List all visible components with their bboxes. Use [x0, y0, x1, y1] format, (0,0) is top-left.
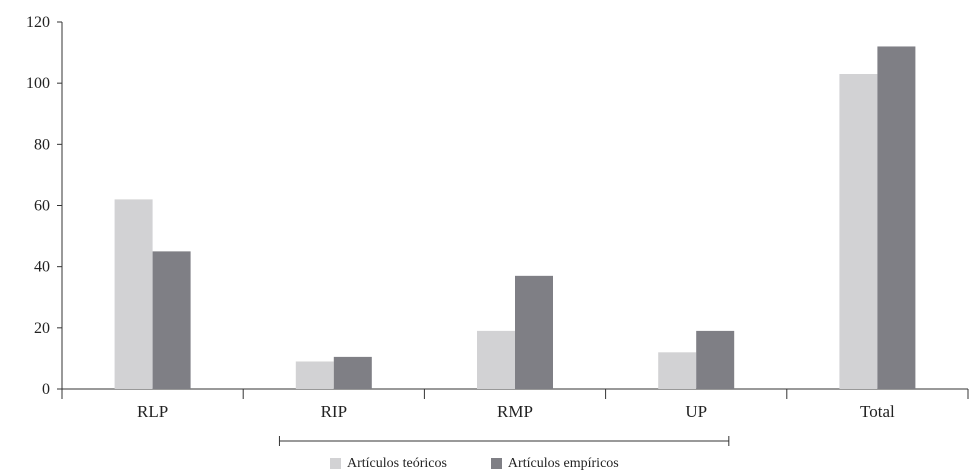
y-axis: 0 20 40 60 80 100 120 — [26, 14, 63, 398]
y-tick-label-60: 60 — [34, 198, 50, 215]
legend: Artículos teóricos Artículos empíricos — [330, 455, 663, 472]
category-group-bracket — [278, 436, 730, 446]
y-tick-label-40: 40 — [34, 259, 50, 276]
legend-item-teoricos: Artículos teóricos — [330, 456, 447, 472]
legend-swatch-teoricos — [330, 458, 341, 469]
legend-item-empiricos: Artículos empíricos — [490, 455, 619, 472]
bar-articulos-empiricos-total — [877, 46, 916, 389]
x-tick-label-rlp: RLP — [137, 402, 168, 421]
y-tick-label-100: 100 — [26, 75, 50, 92]
bar-articulos-teoricos-total — [839, 73, 878, 389]
legend-swatch-empiricos — [490, 458, 502, 469]
legend-label-teoricos: Artículos teóricos — [347, 455, 447, 471]
bar-articulos-teoricos-rip — [295, 361, 334, 389]
bar-articulos-empiricos-rmp — [515, 275, 553, 389]
y-tick-label-120: 120 — [26, 14, 50, 31]
x-tick-label-rip: RIP — [321, 402, 347, 421]
x-tick-label-rmp: RMP — [497, 402, 533, 421]
x-tick-label-up: UP — [685, 402, 707, 421]
bars — [114, 46, 916, 389]
legend-label-empiricos: Artículos empíricos — [507, 455, 619, 471]
bar-articulos-empiricos-rlp — [152, 251, 191, 389]
bar-articulos-teoricos-rlp — [114, 199, 153, 389]
x-tick-label-total: Total — [860, 402, 895, 421]
bar-articulos-empiricos-rip — [333, 356, 372, 389]
x-axis: RLP RIP RMP UP Total — [61, 388, 969, 421]
bar-articulos-teoricos-rmp — [477, 330, 515, 389]
y-tick-label-0: 0 — [42, 381, 50, 398]
bar-articulos-teoricos-up — [658, 352, 697, 389]
y-tick-label-80: 80 — [34, 136, 50, 153]
bar-articulos-empiricos-up — [696, 330, 735, 389]
y-tick-label-20: 20 — [34, 320, 50, 337]
